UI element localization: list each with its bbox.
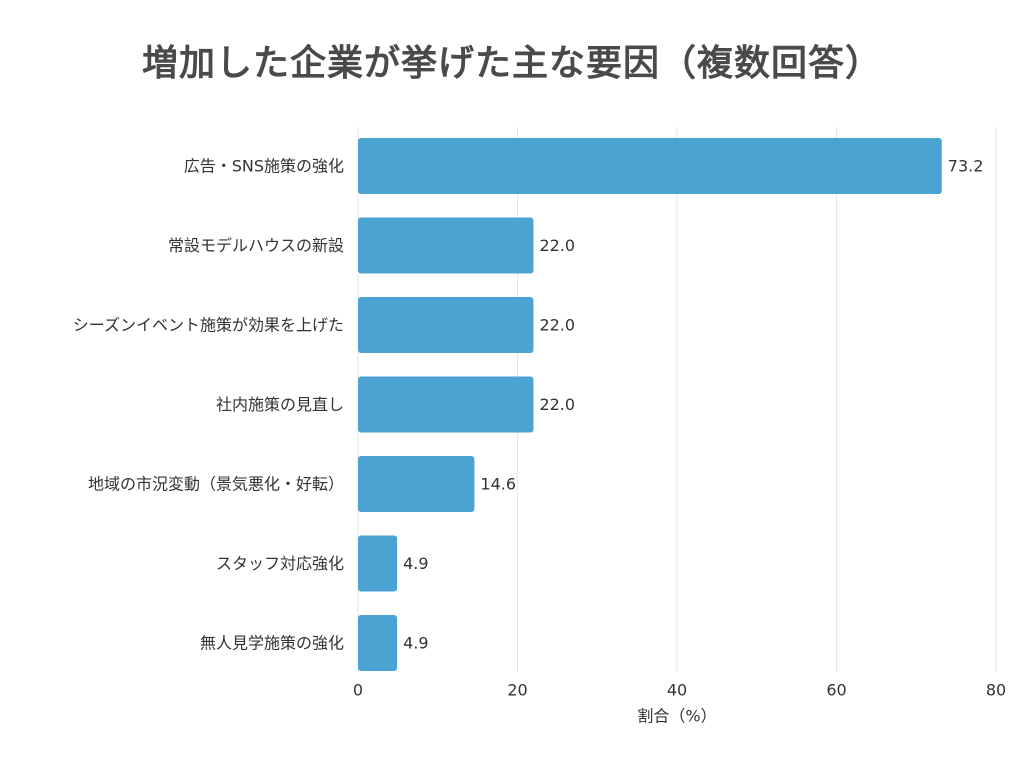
x-tick-label-3: 60 xyxy=(826,681,846,700)
value-label-6: 4.9 xyxy=(403,634,428,653)
bar-0 xyxy=(358,138,942,194)
bar-5 xyxy=(358,535,398,592)
category-label-2: シーズンイベント施策が効果を上げた xyxy=(73,316,344,335)
category-label-0: 広告・SNS施策の強化 xyxy=(184,157,344,176)
bar-6 xyxy=(358,615,398,671)
category-label-4: 地域の市況変動（景気悪化・好転） xyxy=(88,475,344,494)
x-axis-title: 割合（%） xyxy=(637,707,716,726)
x-tick-label-0: 0 xyxy=(353,681,363,700)
bar-4 xyxy=(358,456,475,512)
category-label-3: 社内施策の見直し xyxy=(216,395,344,414)
category-label-6: 無人見学施策の強化 xyxy=(200,634,344,653)
value-label-4: 14.6 xyxy=(480,475,516,494)
x-tick-label-4: 80 xyxy=(986,681,1006,700)
x-tick-label-2: 40 xyxy=(667,681,687,700)
value-label-0: 73.2 xyxy=(948,157,984,176)
bar-1 xyxy=(358,217,534,274)
value-label-5: 4.9 xyxy=(403,554,428,573)
value-label-1: 22.0 xyxy=(539,236,575,255)
bar-3 xyxy=(358,376,534,433)
x-tick-label-1: 20 xyxy=(507,681,527,700)
category-label-5: スタッフ対応強化 xyxy=(216,554,344,573)
category-label-1: 常設モデルハウスの新設 xyxy=(168,236,344,255)
bar-2 xyxy=(358,297,534,353)
value-label-2: 22.0 xyxy=(539,316,575,335)
value-label-3: 22.0 xyxy=(539,395,575,414)
chart-title: 増加した企業が挙げた主な要因（複数回答） xyxy=(141,43,882,84)
